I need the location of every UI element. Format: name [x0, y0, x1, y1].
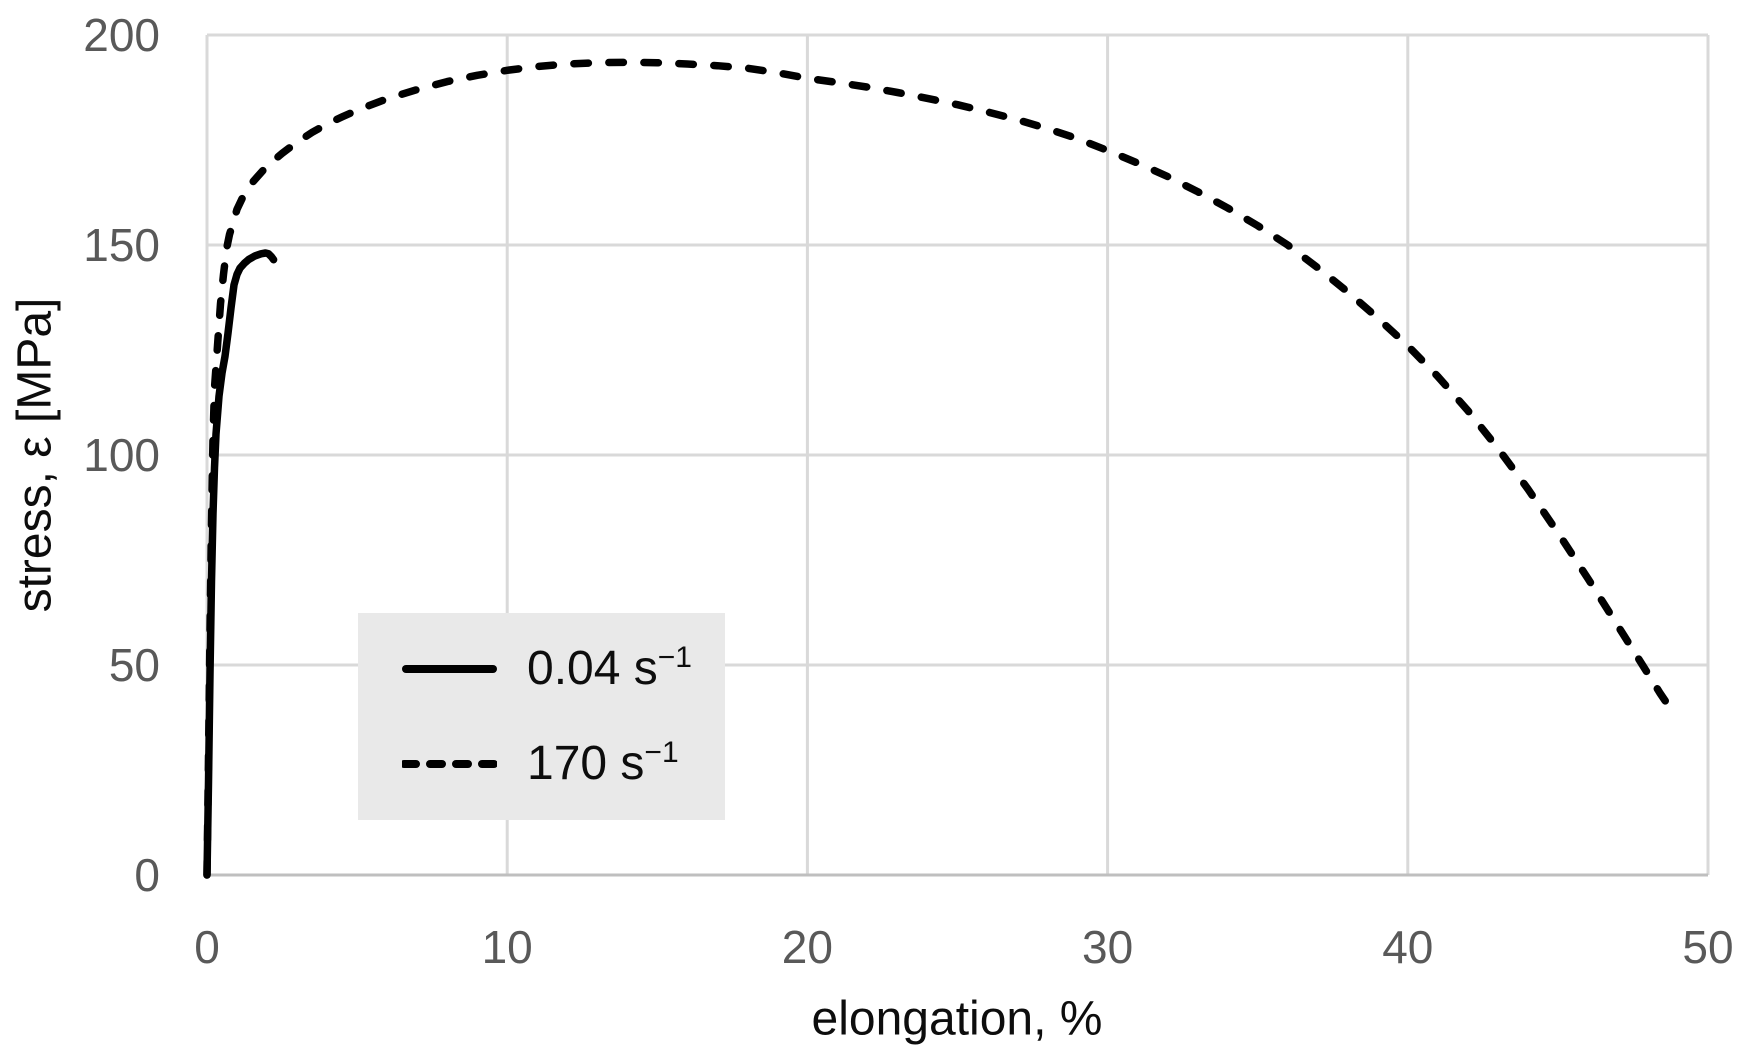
x-axis-title: elongation, %	[811, 992, 1103, 1046]
legend-item-dashed: 170 s−1	[358, 736, 725, 791]
y-tick-label-150: 150	[83, 219, 160, 271]
legend-label: 0.04 s−1	[527, 640, 692, 695]
legend-dashed-line-swatch	[402, 760, 497, 769]
y-tick-label-200: 200	[83, 9, 160, 61]
legend-item-solid: 0.04 s−1	[358, 640, 725, 695]
x-tick-label-50: 50	[1682, 921, 1734, 973]
x-tick-label-30: 30	[1082, 921, 1134, 973]
x-tick-label-20: 20	[781, 921, 833, 973]
series-solid-curve	[203, 249, 278, 879]
y-tick-label-100: 100	[83, 429, 160, 481]
series-dashed-curve	[203, 58, 1679, 879]
y-tick-label-0: 0	[134, 849, 160, 901]
x-tick-label-40: 40	[1382, 921, 1434, 973]
x-tick-label-10: 10	[481, 921, 533, 973]
y-tick-label-50: 50	[108, 639, 160, 691]
legend: 0.04 s−1 170 s−1	[358, 613, 725, 820]
y-axis-title: stress, ε [MPa]	[8, 297, 62, 613]
legend-label: 170 s−1	[527, 736, 679, 791]
legend-solid-line-swatch	[402, 664, 497, 673]
x-tick-label-0: 0	[194, 921, 220, 973]
